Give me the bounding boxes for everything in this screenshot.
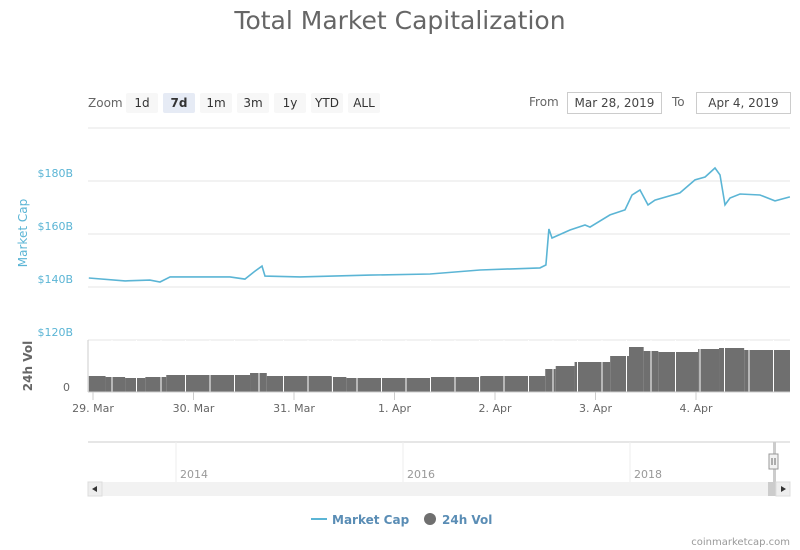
zoom-7d-button[interactable]: 7d [163,93,195,113]
volume-column [545,369,556,392]
volume-column [105,377,126,392]
volume-column [331,377,347,392]
market-cap-line [88,166,791,283]
volume-column [744,350,790,392]
from-date-input[interactable]: Mar 28, 2019 [567,92,662,114]
volume-column [480,376,546,392]
zoom-ytd-button[interactable]: YTD [311,93,343,113]
credit-link[interactable]: coinmarketcap.com [691,537,790,548]
navigator-year-2018: 2018 [634,468,662,481]
volume-column [658,352,699,392]
volume-tick-0: 0 [63,381,70,394]
to-label: To [672,95,685,109]
x-tick-label: 1. Apr [378,402,411,415]
legend-market-cap[interactable]: Market Cap [311,513,410,527]
arrow-right-icon [781,486,786,492]
y-tick-label: $120B [37,326,73,339]
zoom-label: Zoom [88,96,123,110]
volume-column [88,376,106,392]
y-tick-label: $180B [37,167,73,180]
zoom-1y-button[interactable]: 1y [274,93,306,113]
volume-column [629,347,644,392]
volume-column [266,376,332,392]
navigator-year-2014: 2014 [180,468,208,481]
x-tick-label: 31. Mar [273,402,315,415]
navigator-handle[interactable] [768,453,779,470]
volume-legend-symbol [424,513,436,525]
arrow-left-icon [92,486,97,492]
y-tick-label: $140B [37,273,73,286]
volume-column [610,356,629,392]
volume-column [555,366,575,392]
market-cap-axis-title: Market Cap [16,199,30,267]
x-tick-label: 3. Apr [579,402,612,415]
volume-column [698,349,720,392]
volume-axis-title: 24h Vol [21,341,35,391]
x-tick-label: 29. Mar [72,402,114,415]
navigator-year-2016: 2016 [407,468,435,481]
from-label: From [529,95,559,109]
volume-column [145,377,167,392]
legend-volume[interactable]: 24h Vol [424,513,492,527]
legend-market-cap-label: Market Cap [332,513,410,527]
volume-column [346,378,431,392]
zoom-1m-button[interactable]: 1m [200,93,232,113]
zoom-3m-button[interactable]: 3m [237,93,269,113]
scrollbar-thumb[interactable] [768,482,776,496]
volume-column [574,362,611,392]
volume-column [125,378,146,392]
x-tick-label: 4. Apr [679,402,712,415]
volume-column [166,375,251,392]
y-tick-label: $160B [37,220,73,233]
volume-column [250,373,267,392]
x-tick-label: 2. Apr [478,402,511,415]
chart-title: Total Market Capitalization [234,6,566,35]
legend-volume-label: 24h Vol [442,513,492,527]
to-date-input[interactable]: Apr 4, 2019 [696,92,791,114]
x-tick-label: 30. Mar [173,402,215,415]
zoom-1d-button[interactable]: 1d [126,93,158,113]
volume-column [719,348,745,392]
zoom-all-button[interactable]: ALL [348,93,380,113]
scrollbar-track[interactable] [88,482,790,496]
